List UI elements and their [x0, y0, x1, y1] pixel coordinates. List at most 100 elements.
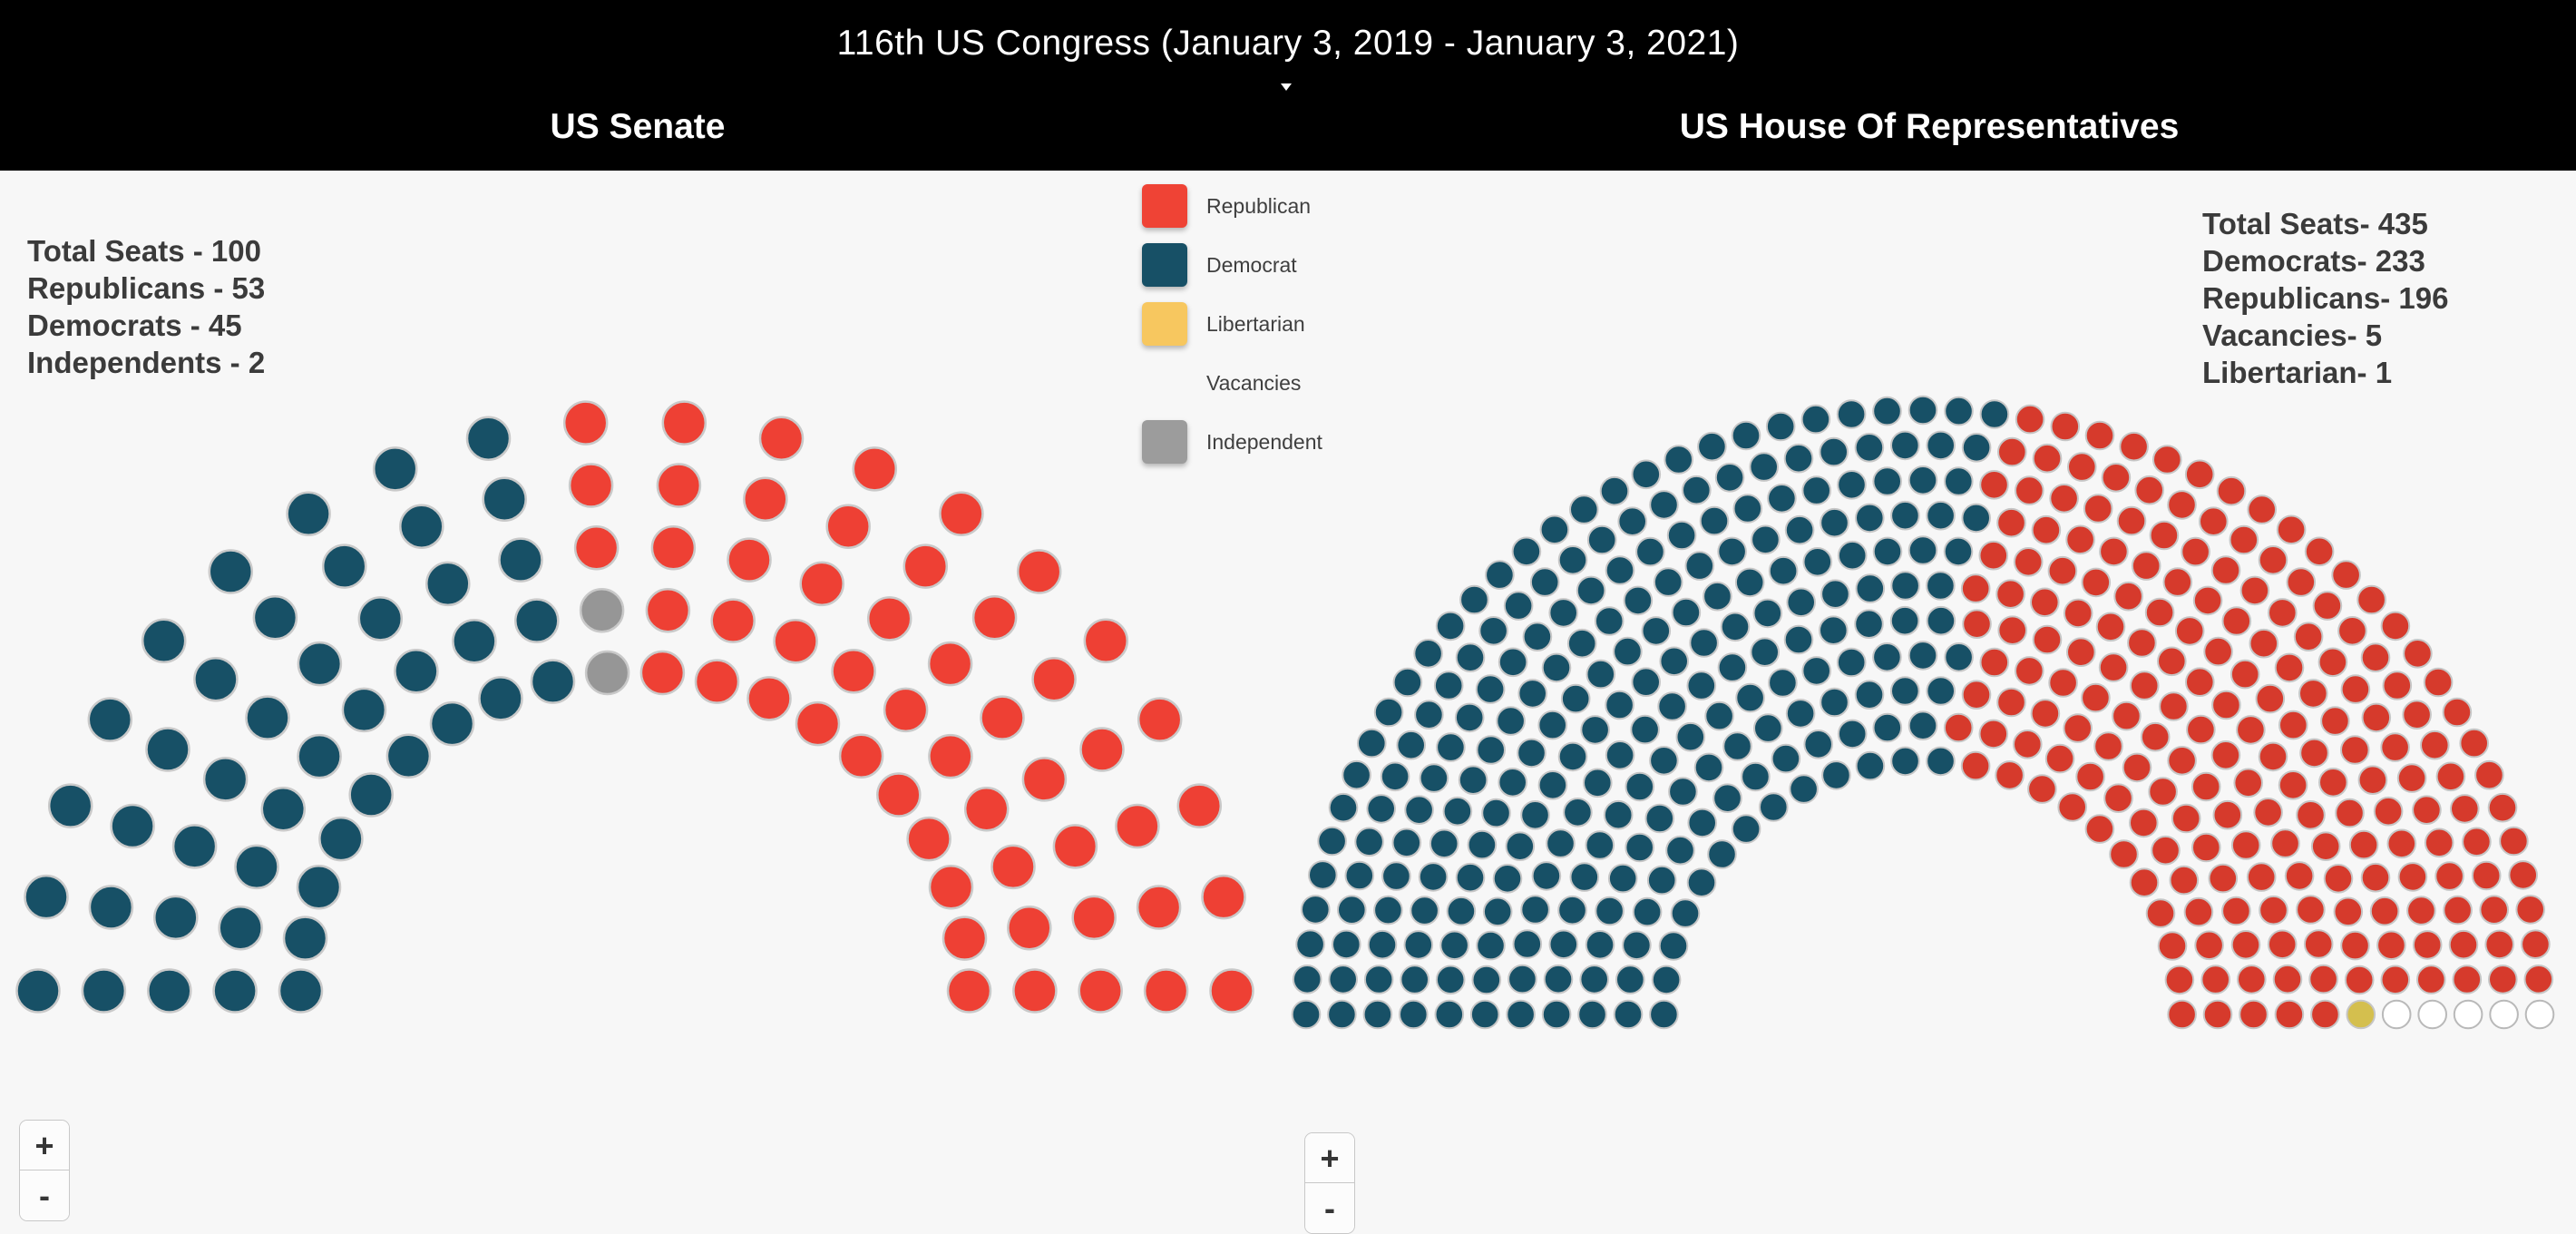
seat-democrat[interactable]	[1837, 719, 1868, 749]
seat-democrat[interactable]	[1613, 999, 1644, 1030]
seat-republican[interactable]	[1996, 507, 2026, 538]
seat-republican[interactable]	[2293, 622, 2324, 652]
seat-democrat[interactable]	[1651, 965, 1682, 995]
seat-democrat[interactable]	[1577, 999, 1607, 1030]
seat-republican[interactable]	[1143, 968, 1189, 1014]
seat-democrat[interactable]	[1821, 760, 1851, 790]
seat-democrat[interactable]	[193, 656, 239, 702]
seat-republican[interactable]	[2113, 581, 2143, 612]
seat-republican[interactable]	[2435, 761, 2466, 792]
seat-republican[interactable]	[2063, 713, 2093, 743]
seat-democrat[interactable]	[208, 549, 254, 594]
seat-republican[interactable]	[2044, 743, 2075, 774]
seat-republican[interactable]	[2221, 896, 2251, 926]
seat-democrat[interactable]	[24, 874, 69, 920]
seat-republican[interactable]	[568, 463, 614, 508]
seat-republican[interactable]	[852, 446, 898, 492]
seat-democrat[interactable]	[1836, 647, 1867, 678]
seat-democrat[interactable]	[1653, 567, 1683, 597]
seat-republican[interactable]	[2148, 777, 2178, 807]
seat-democrat[interactable]	[1485, 560, 1515, 590]
seat-republican[interactable]	[2230, 930, 2261, 960]
seat-democrat[interactable]	[1435, 965, 1466, 995]
seat-democrat[interactable]	[1434, 999, 1465, 1030]
seat-democrat[interactable]	[1686, 671, 1717, 700]
seat-democrat[interactable]	[1801, 475, 1831, 505]
seat-democrat[interactable]	[1722, 731, 1752, 761]
seat-democrat[interactable]	[1569, 495, 1599, 524]
seat-democrat[interactable]	[1522, 622, 1553, 652]
seat-republican[interactable]	[2317, 647, 2348, 678]
seat-republican[interactable]	[2386, 828, 2417, 859]
seat-republican[interactable]	[2357, 765, 2388, 796]
seat-democrat[interactable]	[1373, 697, 1404, 728]
seat-republican[interactable]	[2127, 628, 2157, 658]
seat-democrat[interactable]	[1381, 861, 1411, 891]
seat-democrat[interactable]	[1569, 862, 1600, 892]
seat-republican[interactable]	[2048, 668, 2078, 698]
seat-republican[interactable]	[2521, 929, 2551, 959]
seat-republican[interactable]	[1115, 803, 1160, 849]
seat-republican[interactable]	[2184, 459, 2215, 490]
seat-democrat[interactable]	[321, 544, 367, 589]
seat-republican[interactable]	[906, 816, 951, 862]
seat-republican[interactable]	[2015, 656, 2044, 686]
seat-republican[interactable]	[710, 598, 756, 643]
seat-republican[interactable]	[2452, 965, 2483, 994]
seat-republican[interactable]	[2239, 999, 2269, 1030]
seat-democrat[interactable]	[1908, 465, 1938, 495]
seat-democrat[interactable]	[1751, 524, 1781, 555]
seat-republican[interactable]	[2122, 752, 2152, 783]
seat-republican[interactable]	[727, 537, 772, 583]
seat-democrat[interactable]	[1759, 792, 1789, 822]
seat-republican[interactable]	[656, 463, 702, 508]
seat-republican[interactable]	[2420, 730, 2450, 760]
seat-republican[interactable]	[2320, 706, 2350, 736]
seat-republican[interactable]	[2278, 710, 2308, 740]
seat-democrat[interactable]	[1820, 507, 1849, 538]
seat-republican[interactable]	[2149, 520, 2180, 551]
seat-democrat[interactable]	[1670, 898, 1701, 928]
seat-republican[interactable]	[2015, 475, 2044, 505]
seat-republican[interactable]	[2031, 514, 2062, 545]
seat-republican[interactable]	[2335, 798, 2365, 828]
seat-republican[interactable]	[799, 561, 844, 607]
seat-democrat[interactable]	[1439, 930, 1469, 961]
seat-republican[interactable]	[2221, 606, 2252, 636]
seat-democrat[interactable]	[297, 733, 342, 779]
seat-republican[interactable]	[2412, 930, 2443, 960]
senate-zoom-out-button[interactable]: -	[20, 1170, 69, 1220]
seat-democrat[interactable]	[1649, 999, 1679, 1030]
seat-independent[interactable]	[584, 650, 630, 696]
seat-republican[interactable]	[2013, 547, 2044, 577]
seat-democrat[interactable]	[1344, 860, 1375, 891]
seat-republican[interactable]	[990, 844, 1036, 890]
seat-democrat[interactable]	[1631, 459, 1662, 490]
seat-democrat[interactable]	[1819, 615, 1849, 646]
seat-democrat[interactable]	[1400, 965, 1429, 994]
seat-democrat[interactable]	[1455, 862, 1486, 893]
seat-democrat[interactable]	[1657, 691, 1687, 721]
seat-republican[interactable]	[2185, 667, 2215, 698]
seat-republican[interactable]	[2191, 771, 2221, 802]
seat-democrat[interactable]	[1413, 639, 1443, 669]
seat-democrat[interactable]	[1703, 581, 1732, 612]
seat-republican[interactable]	[645, 587, 691, 633]
seat-democrat[interactable]	[1649, 746, 1679, 776]
seat-republican[interactable]	[2471, 860, 2502, 891]
seat-democrat[interactable]	[1410, 896, 1439, 926]
seat-democrat[interactable]	[1749, 452, 1779, 482]
seat-republican[interactable]	[2488, 965, 2518, 994]
seat-democrat[interactable]	[1537, 770, 1568, 800]
seat-republican[interactable]	[2210, 555, 2241, 585]
seat-democrat[interactable]	[1475, 674, 1506, 704]
seat-democrat[interactable]	[1926, 746, 1956, 777]
seat-democrat[interactable]	[498, 537, 543, 583]
seat-republican[interactable]	[1960, 750, 1991, 781]
seat-republican[interactable]	[2157, 646, 2187, 677]
seat-democrat[interactable]	[296, 865, 342, 910]
seat-democrat[interactable]	[1541, 999, 1572, 1030]
seat-republican[interactable]	[1083, 618, 1129, 664]
seat-republican[interactable]	[2284, 861, 2315, 891]
seat-democrat[interactable]	[1699, 505, 1730, 536]
